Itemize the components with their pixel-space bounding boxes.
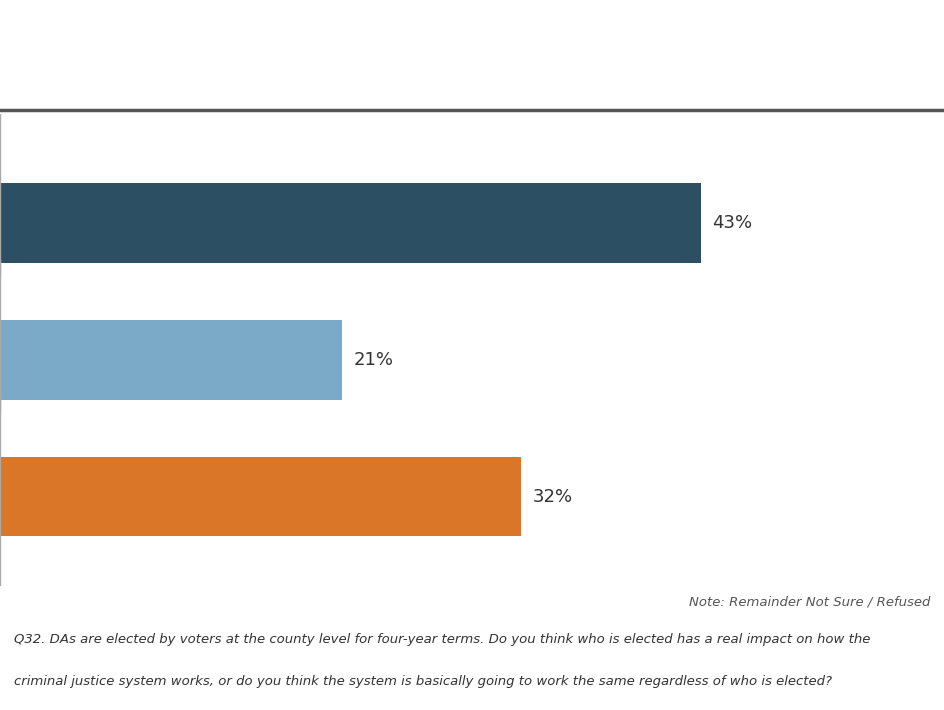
Bar bbox=[0, 183, 700, 263]
Text: Q32. DAs are elected by voters at the county level for four-year terms. Do you t: Q32. DAs are elected by voters at the co… bbox=[14, 633, 869, 646]
Text: Note: Remainder Not Sure / Refused: Note: Remainder Not Sure / Refused bbox=[689, 596, 930, 608]
Bar bbox=[0, 320, 342, 400]
Text: Half believe individual DAs have only a minor or insignificant
impact on the cri: Half believe individual DAs have only a … bbox=[21, 13, 931, 70]
Text: 43%: 43% bbox=[711, 214, 751, 232]
Text: 32%: 32% bbox=[532, 488, 572, 506]
Bar bbox=[0, 457, 521, 537]
Text: criminal justice system works, or do you think the system is basically going to : criminal justice system works, or do you… bbox=[14, 675, 832, 688]
Text: 21%: 21% bbox=[353, 351, 393, 369]
